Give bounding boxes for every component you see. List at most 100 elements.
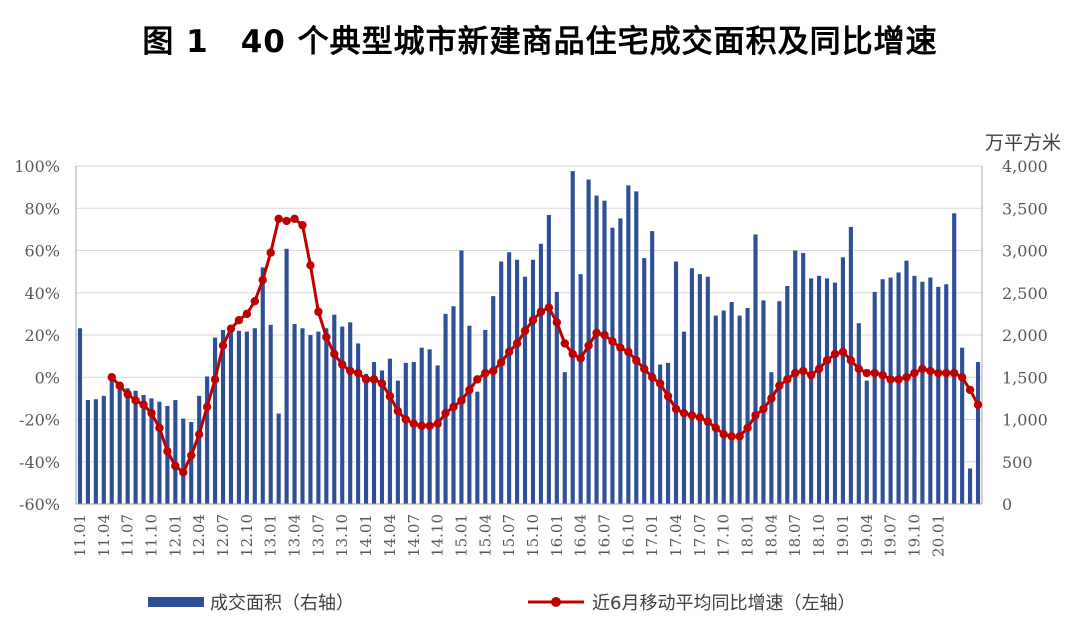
line-point: [473, 375, 482, 384]
line-point: [767, 394, 776, 403]
left-tick-label: 0%: [35, 368, 60, 387]
bar: [626, 185, 631, 504]
bar: [745, 307, 750, 504]
line-point: [695, 413, 705, 422]
line-point: [703, 417, 713, 426]
line-point: [242, 309, 252, 319]
bar: [316, 331, 321, 504]
bar: [817, 275, 822, 504]
bar-series: [77, 171, 981, 505]
series-line: [110, 217, 980, 474]
line-point: [528, 316, 538, 325]
line-point: [743, 423, 752, 433]
x-tick-label: 15.07: [500, 514, 518, 557]
line-point: [592, 328, 601, 338]
bar: [681, 331, 687, 504]
line-point: [957, 373, 967, 382]
x-tick-label: 11.04: [95, 514, 113, 557]
line-point: [338, 360, 347, 369]
line-point: [314, 307, 323, 316]
bar: [952, 213, 957, 504]
line-point: [425, 421, 434, 431]
bar: [205, 376, 210, 504]
x-tick-label: 14.10: [429, 514, 447, 557]
x-tick-label: 13.01: [262, 514, 280, 557]
x-tick-label: 11.10: [143, 514, 161, 557]
bar: [77, 328, 83, 504]
bar: [697, 274, 702, 504]
left-tick-label: 80%: [24, 199, 60, 218]
bar: [268, 324, 273, 504]
bar: [387, 358, 392, 504]
bar: [634, 191, 639, 504]
line-point: [934, 368, 943, 378]
x-tick-label: 19.01: [834, 514, 852, 557]
bar: [356, 343, 361, 504]
line-point: [735, 432, 744, 441]
line-point: [576, 354, 585, 363]
x-tick-label: 12.01: [166, 514, 184, 557]
bar: [308, 335, 313, 504]
bar: [340, 326, 345, 504]
bar: [141, 395, 146, 504]
bar: [809, 278, 814, 504]
line-point: [385, 392, 395, 401]
line-point: [282, 216, 291, 226]
x-tick-label: 14.04: [381, 514, 399, 557]
x-tick-label: 18.04: [762, 514, 780, 557]
line-point: [361, 375, 371, 384]
left-tick-label: -40%: [19, 453, 60, 472]
line-point: [878, 370, 887, 380]
bar: [189, 422, 194, 504]
x-tick-label: 12.07: [214, 514, 232, 557]
bar: [284, 248, 289, 504]
bar: [213, 337, 218, 504]
line-point: [123, 389, 132, 399]
line-point: [862, 368, 871, 378]
x-tick-label: 20.01: [929, 514, 947, 557]
line-point: [711, 423, 720, 433]
line-point: [377, 379, 387, 388]
x-tick-label: 16.07: [596, 514, 614, 557]
x-tick-label: 18.07: [786, 514, 804, 557]
bar: [658, 364, 663, 504]
bar: [491, 296, 496, 504]
line-point: [775, 381, 784, 390]
line-point: [973, 400, 983, 409]
bar: [109, 373, 114, 504]
legend-line-marker: [551, 597, 561, 607]
line-point: [687, 411, 697, 420]
line-point: [234, 316, 244, 325]
chart-title: 图 1 40 个典型城市新建商品住宅成交面积及同比增速: [142, 24, 938, 60]
line-point: [918, 364, 927, 373]
line-series: [107, 214, 983, 477]
line-point: [187, 451, 196, 460]
line-point: [822, 356, 832, 365]
line-point: [409, 419, 418, 428]
right-tick-label: 1,500: [1002, 368, 1048, 387]
x-tick-label: 15.10: [524, 514, 542, 557]
bar: [173, 400, 178, 504]
bar: [530, 259, 536, 504]
bar: [968, 468, 973, 504]
bar: [546, 215, 551, 504]
line-point: [949, 368, 959, 378]
line-point: [417, 421, 426, 431]
bar: [666, 362, 671, 504]
line-point: [131, 396, 140, 405]
line-point: [465, 385, 474, 395]
line-point: [353, 368, 363, 378]
line-point: [266, 248, 275, 257]
bar: [650, 231, 655, 504]
right-axis-ticks: 4,000 3,500 3,000 2,500 2,000 1,500 1,000 500 0: [1002, 157, 1048, 514]
bar: [371, 362, 377, 504]
line-point: [107, 373, 116, 382]
right-tick-label: 2,500: [1002, 284, 1048, 303]
bar: [522, 276, 528, 504]
line-point: [481, 368, 490, 378]
bar: [864, 380, 869, 504]
line-point: [298, 220, 307, 230]
left-tick-label: 60%: [24, 242, 60, 261]
line-point: [838, 347, 848, 357]
